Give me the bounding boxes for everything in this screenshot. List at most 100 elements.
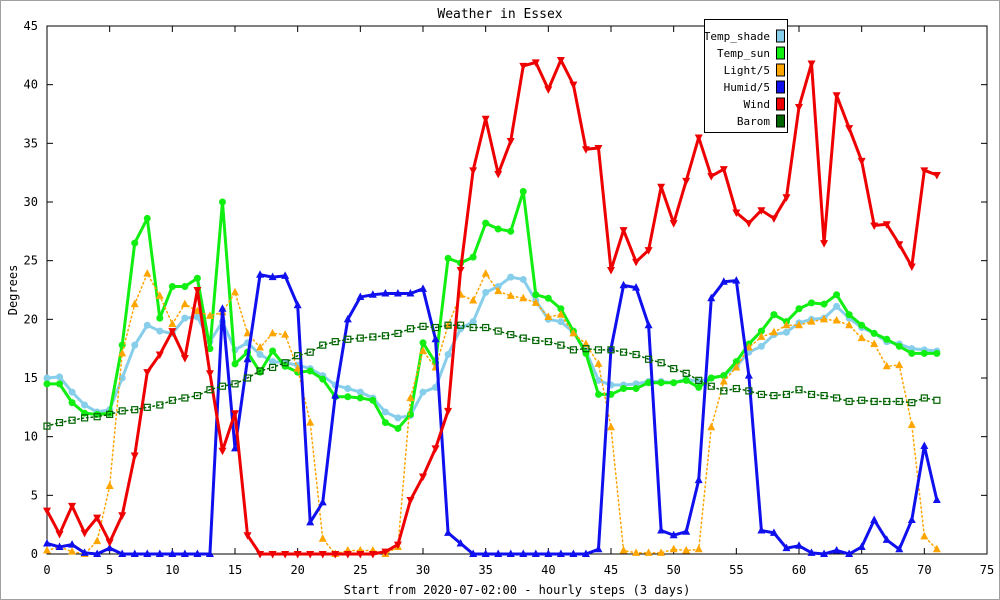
data-point-humid-5 xyxy=(256,270,265,278)
data-point-wind xyxy=(80,529,89,538)
legend-label: Wind xyxy=(744,98,771,111)
data-point-barom xyxy=(218,382,227,390)
data-point-barom xyxy=(519,334,527,342)
data-point-light-5 xyxy=(544,312,553,320)
legend-label: Humid/5 xyxy=(724,81,770,94)
data-point-wind xyxy=(180,355,189,363)
x-tick-label: 25 xyxy=(353,563,367,577)
data-point-barom xyxy=(845,397,853,406)
data-point-light-5 xyxy=(506,291,515,299)
data-point-humid-5 xyxy=(619,280,628,289)
data-point-wind xyxy=(820,240,829,248)
data-point-humid-5 xyxy=(93,549,102,557)
data-point-wind xyxy=(882,221,891,229)
data-point-light-5 xyxy=(594,359,603,367)
data-point-barom xyxy=(156,401,164,409)
plot-area xyxy=(46,25,988,555)
data-point-barom xyxy=(356,334,364,342)
data-point-humid-5 xyxy=(544,549,553,557)
data-point-temp-shade xyxy=(156,327,164,335)
data-point-barom xyxy=(745,387,753,395)
legend-label: Temp_sun xyxy=(717,47,770,60)
data-point-temp-shade xyxy=(131,341,139,349)
data-point-humid-5 xyxy=(231,443,239,452)
data-point-light-5 xyxy=(105,481,114,489)
data-point-humid-5 xyxy=(632,283,641,291)
data-point-barom xyxy=(594,346,603,354)
y-tick-label: 35 xyxy=(24,136,38,150)
data-point-wind xyxy=(356,551,365,559)
data-point-temp-shade xyxy=(782,328,790,336)
data-point-wind xyxy=(531,59,540,67)
data-point-barom xyxy=(707,382,715,390)
data-point-light-5 xyxy=(632,548,641,556)
data-point-temp-sun xyxy=(594,390,602,398)
data-point-wind xyxy=(594,145,603,153)
data-point-wind xyxy=(657,183,666,192)
data-point-wind xyxy=(205,370,214,378)
data-point-temp-sun xyxy=(68,399,76,407)
data-point-wind xyxy=(118,512,127,520)
data-point-humid-5 xyxy=(719,277,728,285)
data-point-barom xyxy=(682,369,690,377)
data-point-light-5 xyxy=(406,393,415,401)
y-tick-label: 45 xyxy=(24,19,38,33)
data-point-barom xyxy=(469,323,477,332)
data-point-wind xyxy=(769,215,778,223)
data-point-light-5 xyxy=(744,342,753,351)
data-point-wind xyxy=(55,531,64,539)
data-point-barom xyxy=(80,414,89,422)
data-point-barom xyxy=(193,392,201,400)
data-point-humid-5 xyxy=(857,542,866,550)
data-point-wind xyxy=(707,173,716,181)
data-point-light-5 xyxy=(143,269,152,277)
data-point-light-5 xyxy=(118,348,127,357)
data-point-temp-sun xyxy=(356,394,364,402)
data-point-light-5 xyxy=(569,328,578,337)
data-point-barom xyxy=(644,355,653,363)
data-point-light-5 xyxy=(607,422,615,431)
data-point-barom xyxy=(619,348,628,356)
data-point-humid-5 xyxy=(68,540,77,548)
data-point-wind xyxy=(381,548,390,557)
data-point-light-5 xyxy=(168,319,177,328)
data-point-wind xyxy=(870,222,879,230)
data-point-light-5 xyxy=(494,286,503,295)
y-tick-label: 30 xyxy=(24,195,38,209)
data-point-wind xyxy=(556,57,565,65)
data-point-wind xyxy=(143,369,152,377)
data-point-temp-sun xyxy=(369,396,377,404)
data-point-barom xyxy=(507,330,515,339)
data-point-temp-shade xyxy=(181,314,189,322)
data-point-light-5 xyxy=(920,531,929,540)
legend: Temp_shade Temp_sun Light/5 Humid/5 Wind Baro… xyxy=(704,19,788,133)
data-point-barom xyxy=(544,338,552,346)
data-point-wind xyxy=(444,407,453,416)
data-point-wind xyxy=(193,287,202,295)
data-point-humid-5 xyxy=(707,293,716,302)
series-line-barom xyxy=(46,324,938,427)
data-point-temp-sun xyxy=(193,274,201,282)
data-point-humid-5 xyxy=(757,526,766,534)
data-point-barom xyxy=(344,335,352,343)
data-point-barom xyxy=(281,359,289,367)
data-point-wind xyxy=(619,227,628,235)
x-tick-label: 50 xyxy=(666,563,680,577)
data-point-temp-sun xyxy=(657,379,665,387)
data-point-light-5 xyxy=(43,545,51,554)
data-point-temp-shade xyxy=(68,388,76,396)
data-point-wind xyxy=(306,551,315,559)
data-point-wind xyxy=(907,263,916,272)
data-point-light-5 xyxy=(807,317,816,325)
legend-swatch xyxy=(776,29,785,43)
data-point-wind xyxy=(318,551,327,559)
data-point-light-5 xyxy=(519,293,528,302)
data-point-humid-5 xyxy=(431,334,440,343)
data-point-wind xyxy=(832,92,841,100)
data-point-light-5 xyxy=(820,314,829,323)
data-point-humid-5 xyxy=(293,300,302,309)
data-point-temp-sun xyxy=(895,342,903,350)
data-point-humid-5 xyxy=(444,528,453,536)
data-point-humid-5 xyxy=(268,272,277,281)
data-point-humid-5 xyxy=(243,354,252,363)
